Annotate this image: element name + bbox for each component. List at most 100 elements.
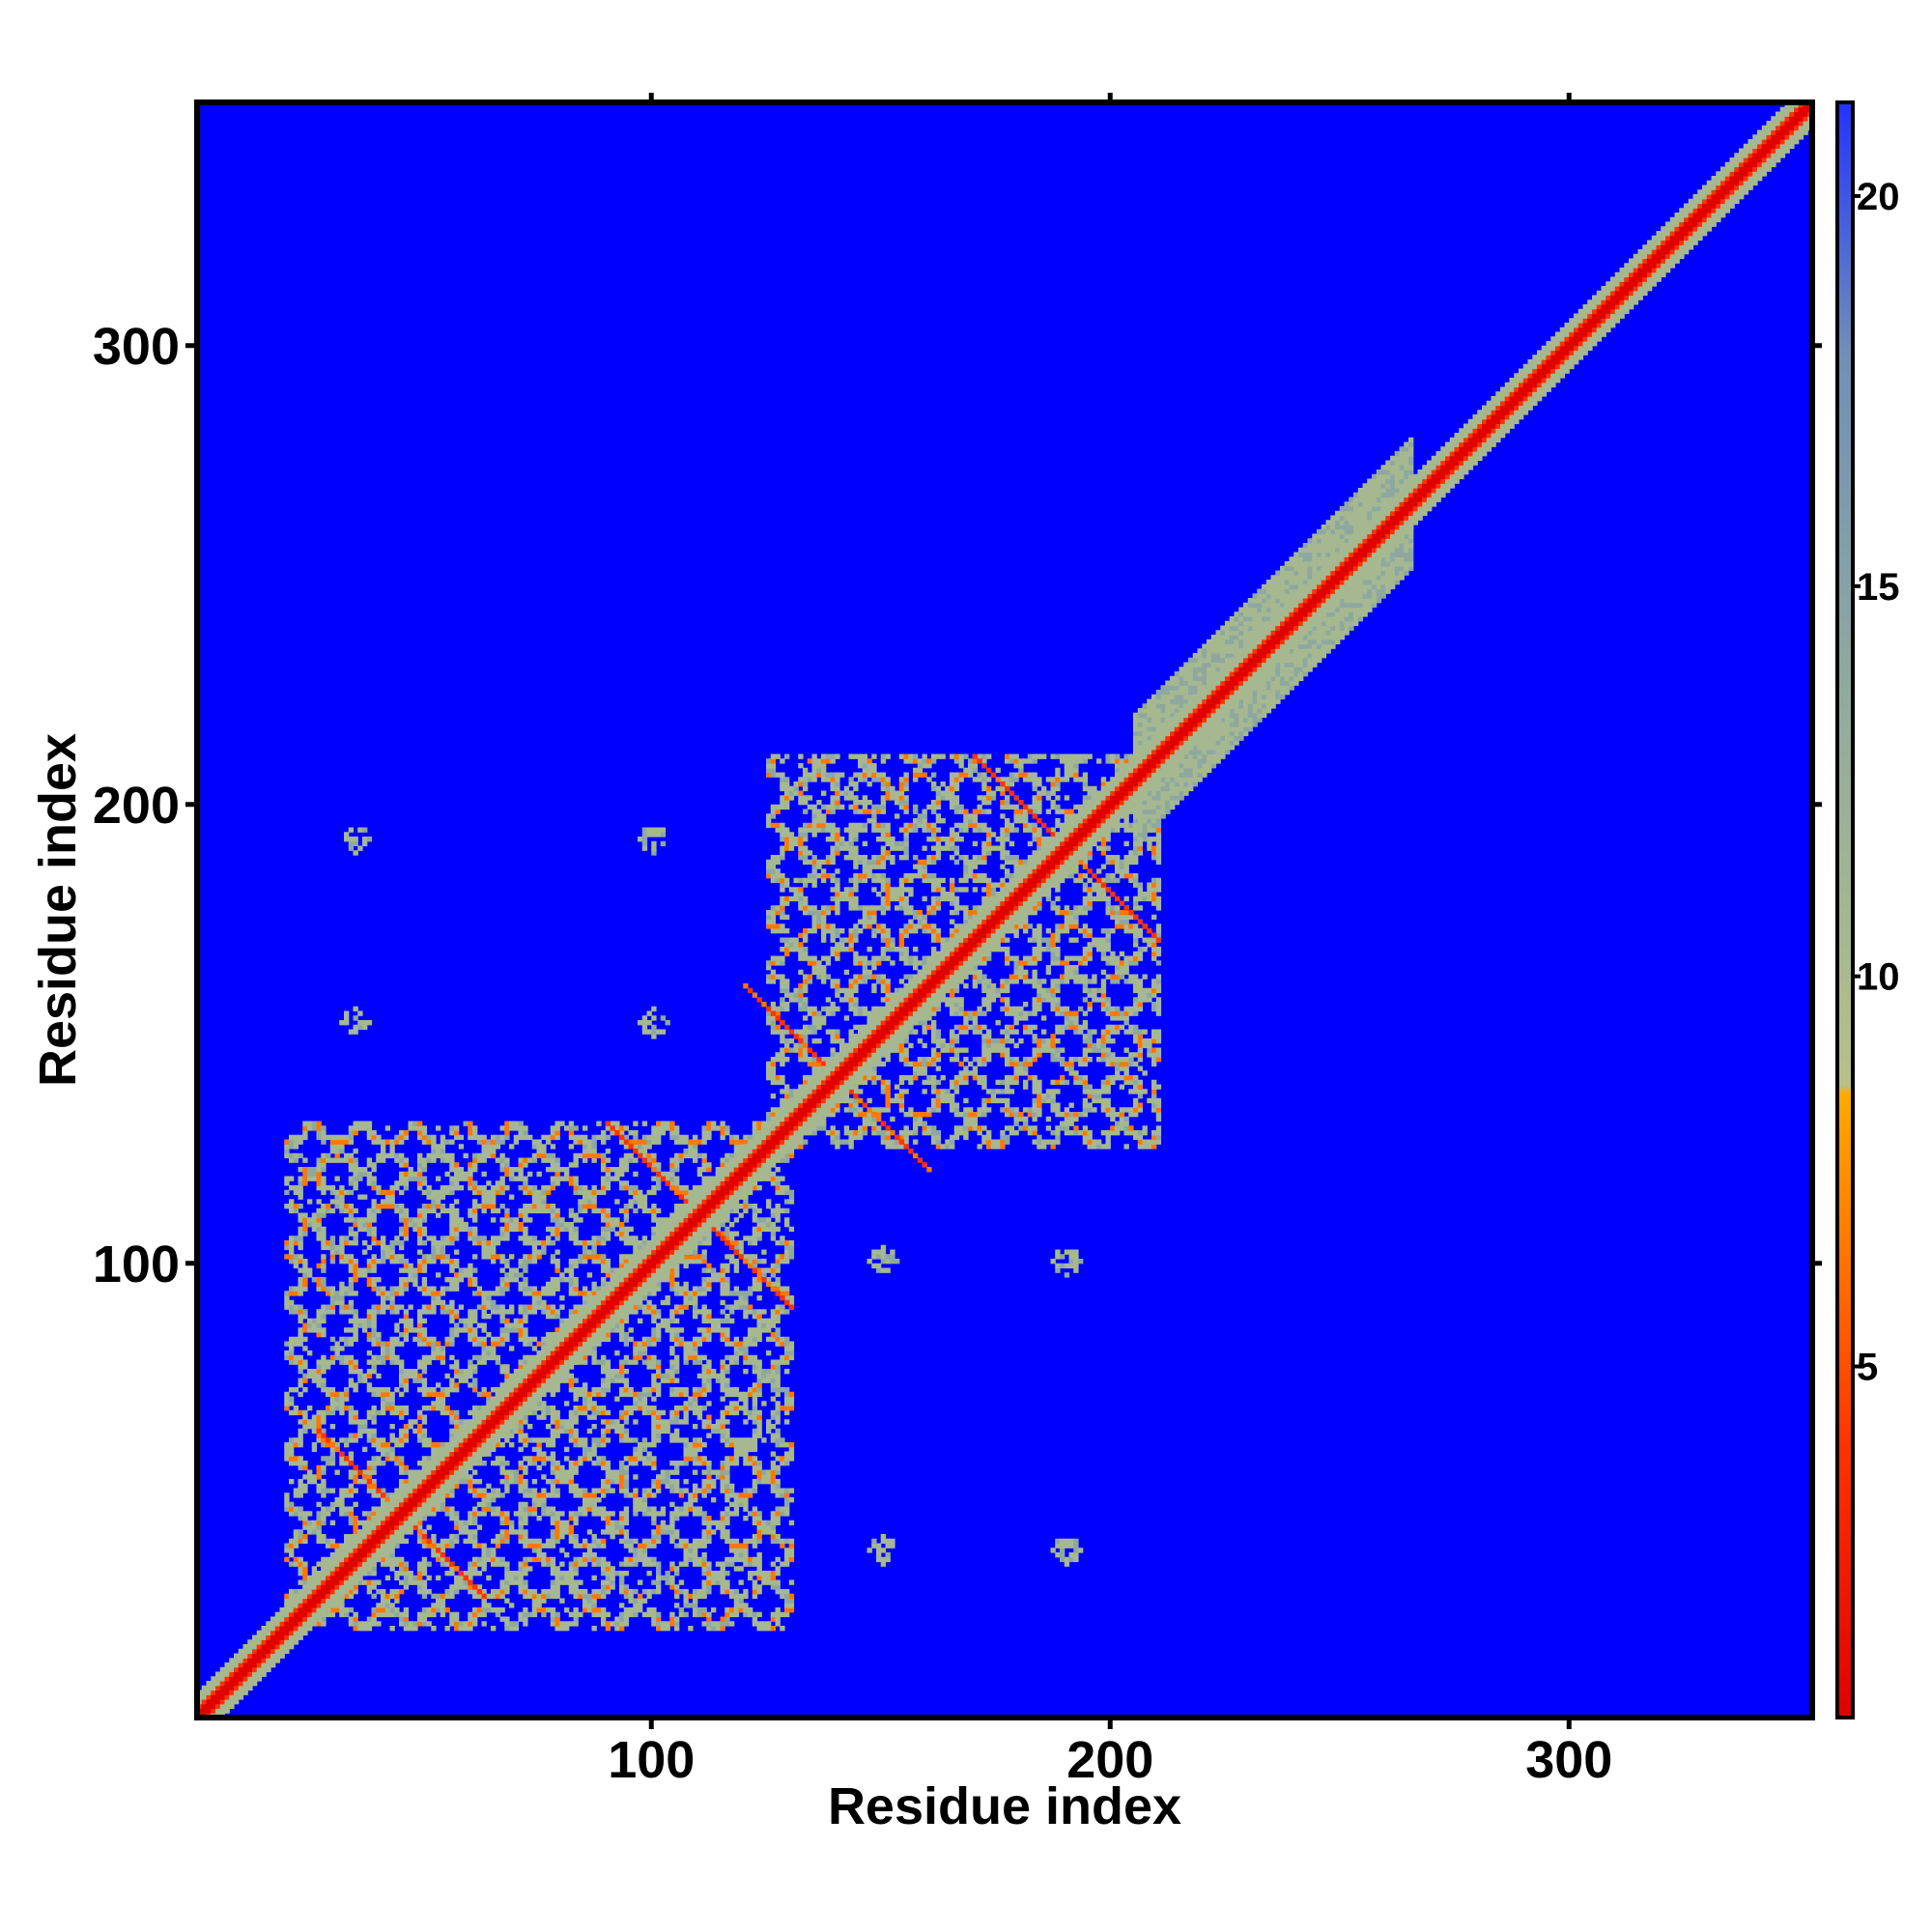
heat-cell [669, 1369, 675, 1375]
heat-cell [362, 1249, 368, 1255]
heat-cell [472, 1593, 478, 1600]
heat-cell [491, 1152, 497, 1159]
heat-cell [536, 1446, 542, 1453]
heat-cell [527, 1488, 533, 1493]
heat-cell [591, 1446, 597, 1453]
heat-cell [426, 1387, 432, 1393]
heat-cell [476, 1185, 483, 1191]
heat-cell [458, 1176, 465, 1181]
heat-cell [348, 1488, 355, 1493]
heat-cell [381, 1157, 386, 1163]
heat-cell [619, 1171, 625, 1178]
heat-cell [706, 1575, 712, 1581]
heat-cell [293, 1304, 299, 1310]
heat-cell [472, 1621, 478, 1627]
heat-cell [362, 1222, 368, 1228]
heat-cell [550, 1607, 556, 1613]
heat-cell [706, 1359, 712, 1365]
heat-cell [633, 1506, 639, 1512]
heat-cell [693, 1603, 698, 1608]
heat-cell [720, 1272, 725, 1278]
heat-cell [531, 1479, 538, 1485]
heat-cell [298, 1204, 303, 1209]
heat-cell [582, 1291, 588, 1296]
heat-cell [499, 1336, 505, 1343]
heat-cell [293, 1236, 299, 1241]
heat-cell [623, 1561, 630, 1567]
heat-cell [449, 1204, 455, 1209]
heat-cell [614, 1222, 620, 1228]
heat-cell [403, 1208, 410, 1214]
heat-cell [293, 1157, 299, 1163]
heat-cell [384, 1406, 391, 1411]
heat-cell [605, 1419, 611, 1425]
heat-cell [573, 1461, 579, 1466]
heat-cell [399, 1318, 405, 1324]
heat-cell [384, 1304, 391, 1310]
heat-cell [293, 1189, 299, 1196]
heat-cell [298, 1236, 303, 1241]
heat-cell [357, 1226, 363, 1233]
heat-cell [541, 1543, 547, 1548]
heat-cell [399, 1456, 405, 1462]
heat-cell [573, 1561, 579, 1567]
heat-cell [444, 1387, 450, 1393]
heat-cell [550, 1561, 556, 1567]
heat-cell [656, 1589, 662, 1595]
heat-cell [729, 1387, 735, 1393]
heat-cell [339, 1346, 345, 1351]
heat-cell [302, 1327, 308, 1333]
heat-cell [554, 1488, 560, 1493]
heat-cell [449, 1231, 455, 1236]
heat-cell [513, 1222, 520, 1228]
heat-cell [481, 1511, 487, 1517]
heat-cell [550, 1277, 556, 1283]
heat-cell [348, 1593, 355, 1600]
heat-cell [720, 1461, 725, 1466]
heat-cell [302, 1561, 308, 1567]
heat-cell [403, 1277, 410, 1283]
heat-cell [334, 1144, 340, 1150]
heat-cell [463, 1524, 469, 1530]
heat-cell [321, 1534, 327, 1540]
heat-cell [623, 1593, 630, 1600]
heat-cell [326, 1611, 331, 1618]
heat-cell [431, 1259, 437, 1264]
heat-cell [568, 1516, 575, 1521]
heat-cell [491, 1249, 497, 1255]
heat-cell [298, 1492, 303, 1498]
heat-cell [619, 1483, 625, 1490]
heat-cell [284, 1189, 290, 1196]
heat-cell [660, 1130, 667, 1136]
heat-cell [389, 1451, 395, 1457]
heat-cell [431, 1506, 437, 1512]
heat-cell [729, 1511, 735, 1517]
heat-cell [307, 1272, 313, 1278]
heat-cell [408, 1167, 413, 1173]
heat-cell [523, 1231, 528, 1236]
heat-cell [523, 1212, 528, 1218]
heat-cell [316, 1373, 322, 1379]
heat-cell [628, 1409, 634, 1416]
heat-cell [293, 1461, 299, 1466]
heat-cell [693, 1543, 698, 1548]
heat-cell [481, 1194, 487, 1200]
heat-cell [729, 1208, 735, 1214]
heat-cell [701, 1584, 707, 1590]
heat-cell [353, 1474, 358, 1480]
heat-cell [307, 1406, 313, 1411]
heat-cell [476, 1611, 483, 1618]
heat-cell [486, 1483, 492, 1490]
heat-cell [531, 1511, 538, 1517]
heat-cell [339, 1139, 345, 1145]
heat-cell [523, 1419, 528, 1425]
heat-cell [399, 1428, 405, 1435]
heat-cell [550, 1204, 556, 1209]
heat-cell [366, 1130, 373, 1136]
heat-cell [523, 1336, 528, 1343]
heat-cell [523, 1236, 528, 1241]
heat-cell [399, 1391, 405, 1398]
heat-cell [454, 1125, 460, 1131]
heat-cell [696, 1286, 703, 1292]
heat-cell [440, 1538, 446, 1545]
